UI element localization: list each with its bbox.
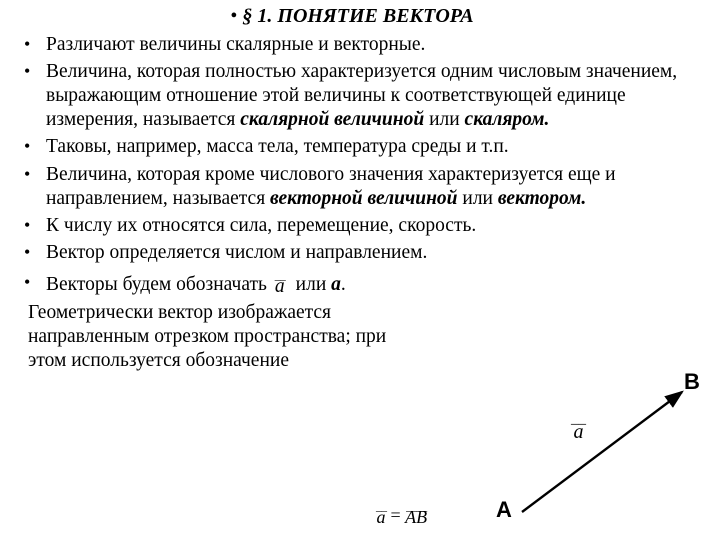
- bullet-list: Различают величины скалярные и векторные…: [0, 33, 704, 298]
- text-fragment: или: [291, 274, 331, 295]
- point-label-a: A: [496, 496, 512, 523]
- vector-notation-a-bold: a: [331, 274, 341, 295]
- list-item: Таковы, например, масса тела, температур…: [46, 135, 704, 159]
- text-fragment: или: [424, 109, 464, 130]
- point-label-b: B: [684, 368, 700, 395]
- em-term: вектором.: [498, 188, 586, 209]
- list-item: Векторы будем обозначать __a или a.: [46, 271, 516, 297]
- list-item: Различают величины скалярные и векторные…: [46, 33, 704, 57]
- list-item: Величина, которая кроме числового значен…: [46, 163, 704, 211]
- text-fragment: Векторы будем обозначать: [46, 274, 272, 295]
- list-item: К числу их относятся сила, перемещение, …: [46, 214, 704, 238]
- text-fragment: .: [341, 274, 346, 295]
- text-fragment: или: [458, 188, 498, 209]
- list-item: Вектор определяется числом и направление…: [46, 241, 516, 265]
- vector-notation-a-bar: __a: [272, 271, 291, 295]
- section-title: § 1. ПОНЯТИЕ ВЕКТОРА: [0, 4, 704, 29]
- vector-diagram: A B __ a __a = ____AB: [494, 364, 706, 532]
- geom-paragraph: Геометрически вектор изображается направ…: [0, 301, 420, 374]
- vector-label-a: __ a: [571, 414, 586, 439]
- em-term: скалярной величиной: [240, 109, 424, 130]
- vector-equation: __a = ____AB: [376, 502, 427, 526]
- arrow-svg: [494, 364, 706, 532]
- em-term: векторной величиной: [270, 188, 457, 209]
- em-term: скаляром.: [465, 109, 550, 130]
- list-item: Величина, которая полностью характеризуе…: [46, 60, 704, 133]
